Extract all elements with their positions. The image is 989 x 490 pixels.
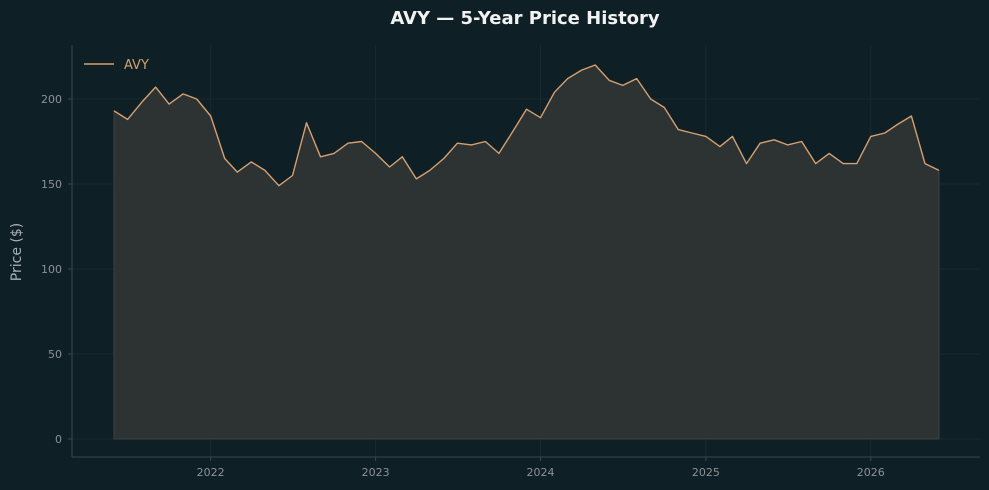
x-axis-ticks: 2022 2023 2024 2025 2026: [197, 457, 885, 479]
y-tick-label: 150: [41, 178, 62, 191]
legend: AVY: [84, 58, 149, 73]
y-tick-label: 200: [41, 93, 62, 106]
axes: [71, 45, 980, 458]
y-axis-label: Price ($): [9, 223, 25, 281]
x-tick-label: 2022: [197, 466, 225, 479]
x-tick-label: 2026: [857, 466, 885, 479]
price-line-avy: [113, 64, 940, 187]
chart-title: AVY — 5-Year Price History: [390, 8, 660, 29]
y-tick-label: 100: [41, 263, 62, 276]
y-axis-ticks: 0 50 100 150 200: [41, 93, 72, 446]
x-tick-label: 2023: [362, 466, 390, 479]
legend-label-avy: AVY: [124, 58, 149, 73]
y-tick-label: 0: [55, 433, 62, 446]
y-tick-label: 50: [48, 348, 62, 361]
x-tick-label: 2024: [527, 466, 555, 479]
area-layer: [113, 64, 940, 440]
x-tick-label: 2025: [692, 466, 720, 479]
